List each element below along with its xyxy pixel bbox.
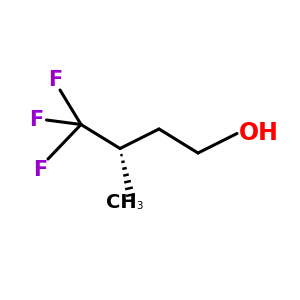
Text: F: F bbox=[33, 160, 48, 179]
Text: OH: OH bbox=[238, 122, 278, 146]
Text: F: F bbox=[29, 110, 43, 130]
Text: CH: CH bbox=[106, 193, 136, 211]
Text: F: F bbox=[48, 70, 63, 89]
Text: $_3$: $_3$ bbox=[136, 196, 144, 211]
